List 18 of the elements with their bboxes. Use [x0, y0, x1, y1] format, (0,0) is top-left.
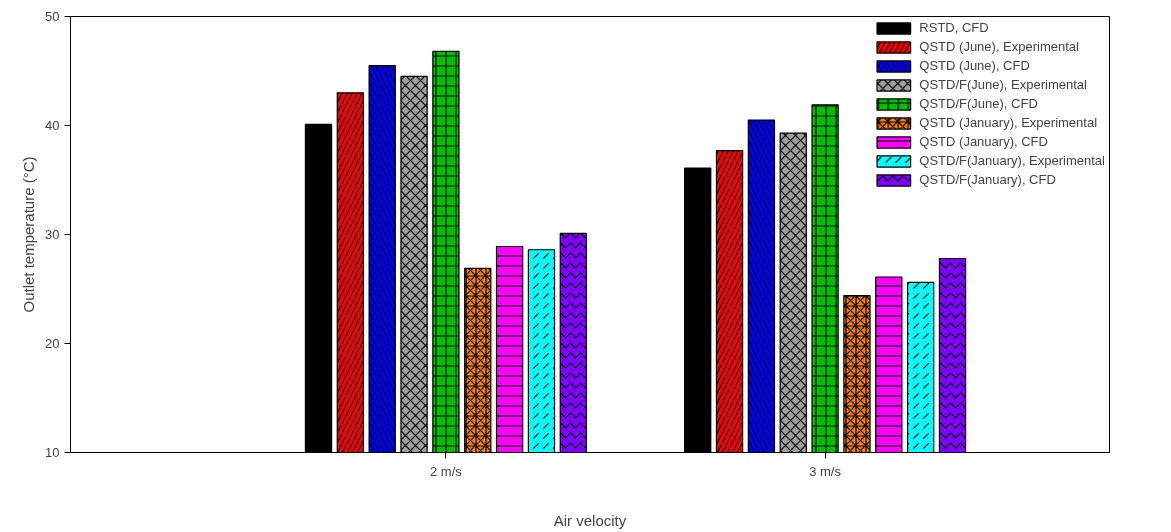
y-tick-label: 30 [45, 227, 60, 242]
legend-label: QSTD (January), CFD [919, 134, 1048, 149]
x-axis-title: Air velocity [553, 511, 627, 529]
y-tick-label: 40 [45, 118, 60, 133]
y-tick-label: 50 [45, 9, 60, 24]
y-tick-label: 20 [45, 336, 60, 351]
legend-label: QSTD (January), Experimental [919, 115, 1098, 130]
legend-label: QSTD (June), CFD [919, 58, 1030, 73]
legend-label: QSTD/F(January), Experimental [919, 153, 1105, 168]
y-tick-label: 10 [45, 445, 60, 460]
legend-label: QSTD/F(June), CFD [919, 96, 1038, 111]
y-axis-title: Outlet temperature (°C) [20, 156, 38, 313]
x-tick-label: 2 m/s [430, 463, 463, 479]
x-tick-label: 3 m/s [809, 463, 842, 479]
legend-label: QSTD/F(June), Experimental [919, 77, 1087, 92]
legend-label: QSTD/F(January), CFD [919, 172, 1056, 187]
legend-label: QSTD (June), Experimental [919, 39, 1079, 54]
legend-label: RSTD, CFD [919, 20, 989, 35]
